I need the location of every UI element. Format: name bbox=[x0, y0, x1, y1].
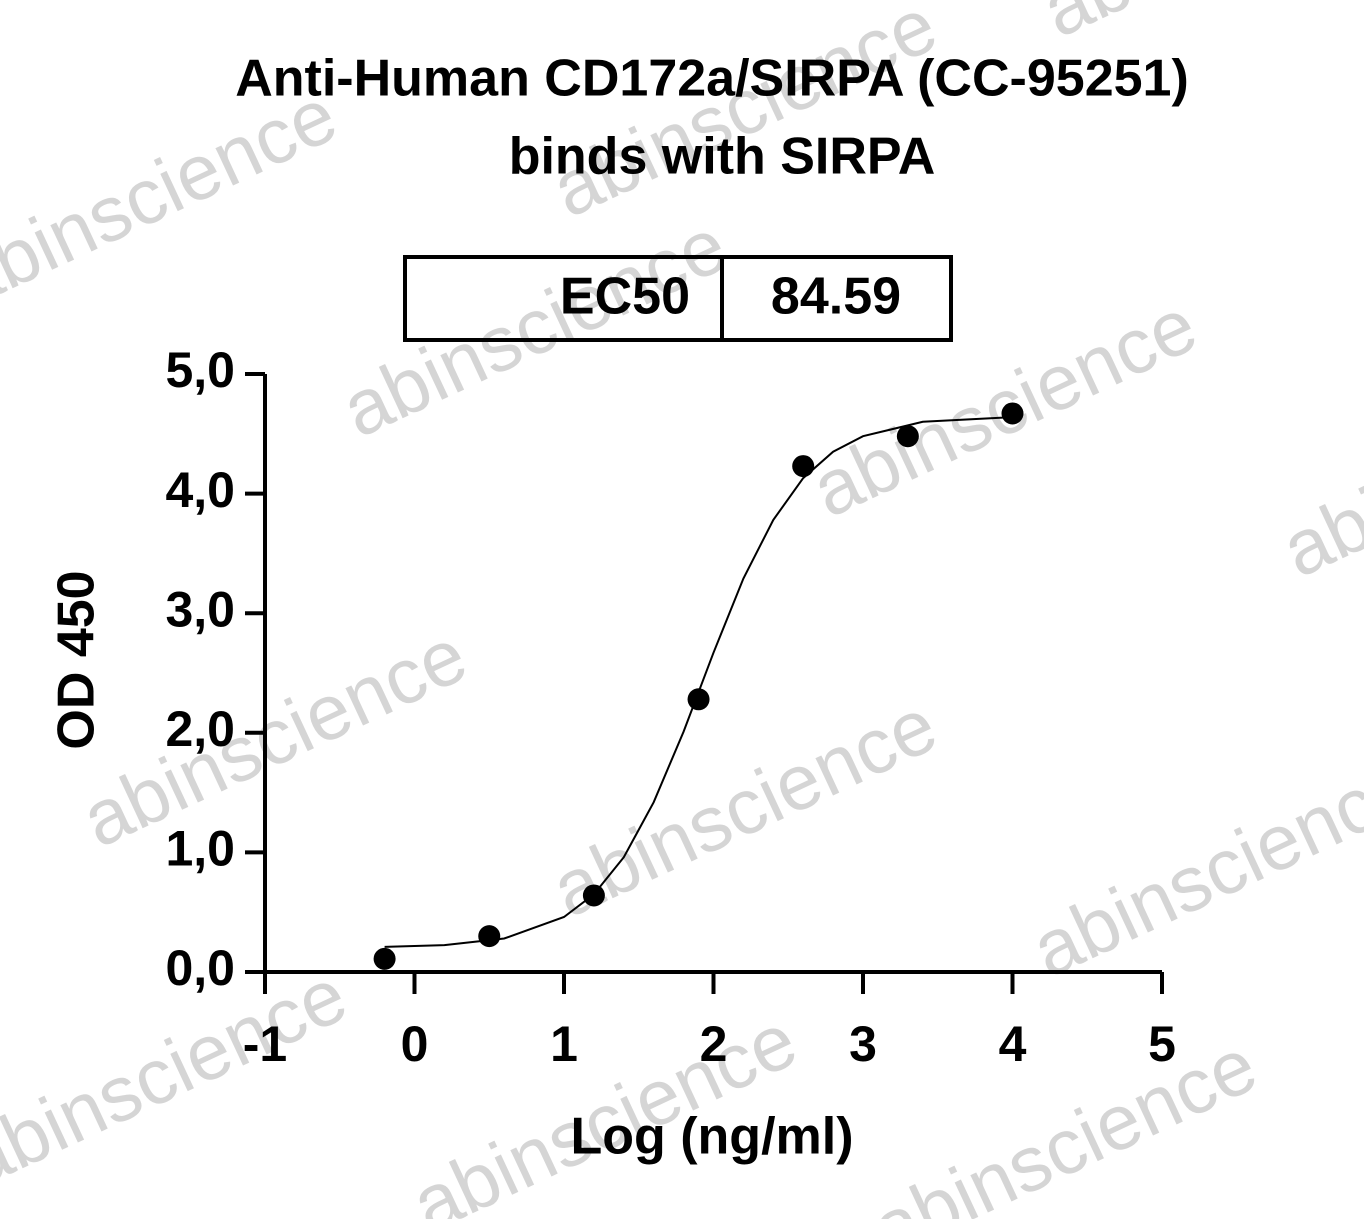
ec50-value: 84.59 bbox=[771, 268, 901, 326]
y-axis-label: OD 450 bbox=[48, 570, 106, 749]
ec50-label: EC50 bbox=[560, 268, 690, 326]
x-tick-label: 5 bbox=[1148, 1016, 1176, 1072]
watermark: abinscience bbox=[539, 0, 950, 234]
watermark: abinscience bbox=[859, 1020, 1270, 1219]
data-point bbox=[896, 425, 919, 448]
watermark: abinscience bbox=[329, 200, 740, 454]
data-point bbox=[582, 884, 605, 907]
chart-title: binds with SIRPA bbox=[509, 128, 936, 186]
x-tick-label: -1 bbox=[243, 1016, 287, 1072]
y-tick-label: 4,0 bbox=[165, 462, 235, 518]
ec50-box bbox=[403, 255, 953, 342]
y-tick-label: 0,0 bbox=[165, 940, 235, 996]
data-point bbox=[373, 947, 396, 970]
x-axis-label: Log (ng/ml) bbox=[570, 1108, 853, 1166]
watermark: abinscience bbox=[1019, 740, 1364, 994]
y-tick-label: 1,0 bbox=[165, 821, 235, 877]
data-point bbox=[1001, 402, 1024, 425]
watermark: abinscience bbox=[0, 70, 349, 324]
data-point bbox=[687, 688, 710, 711]
data-point bbox=[478, 925, 501, 948]
data-point bbox=[792, 455, 815, 478]
x-tick-label: 3 bbox=[849, 1016, 877, 1072]
y-tick-label: 3,0 bbox=[165, 581, 235, 637]
x-tick-label: 1 bbox=[550, 1016, 578, 1072]
x-tick-label: 0 bbox=[401, 1016, 429, 1072]
y-tick-label: 2,0 bbox=[165, 701, 235, 757]
y-tick-label: 5,0 bbox=[165, 342, 235, 398]
chart-title: Anti-Human CD172a/SIRPA (CC-95251) bbox=[235, 50, 1189, 108]
x-tick-label: 2 bbox=[700, 1016, 728, 1072]
watermark: abinscience bbox=[69, 610, 480, 864]
watermark: abinscience bbox=[1029, 0, 1364, 54]
watermark: abinscience bbox=[1269, 340, 1364, 594]
x-tick-label: 4 bbox=[999, 1016, 1027, 1072]
